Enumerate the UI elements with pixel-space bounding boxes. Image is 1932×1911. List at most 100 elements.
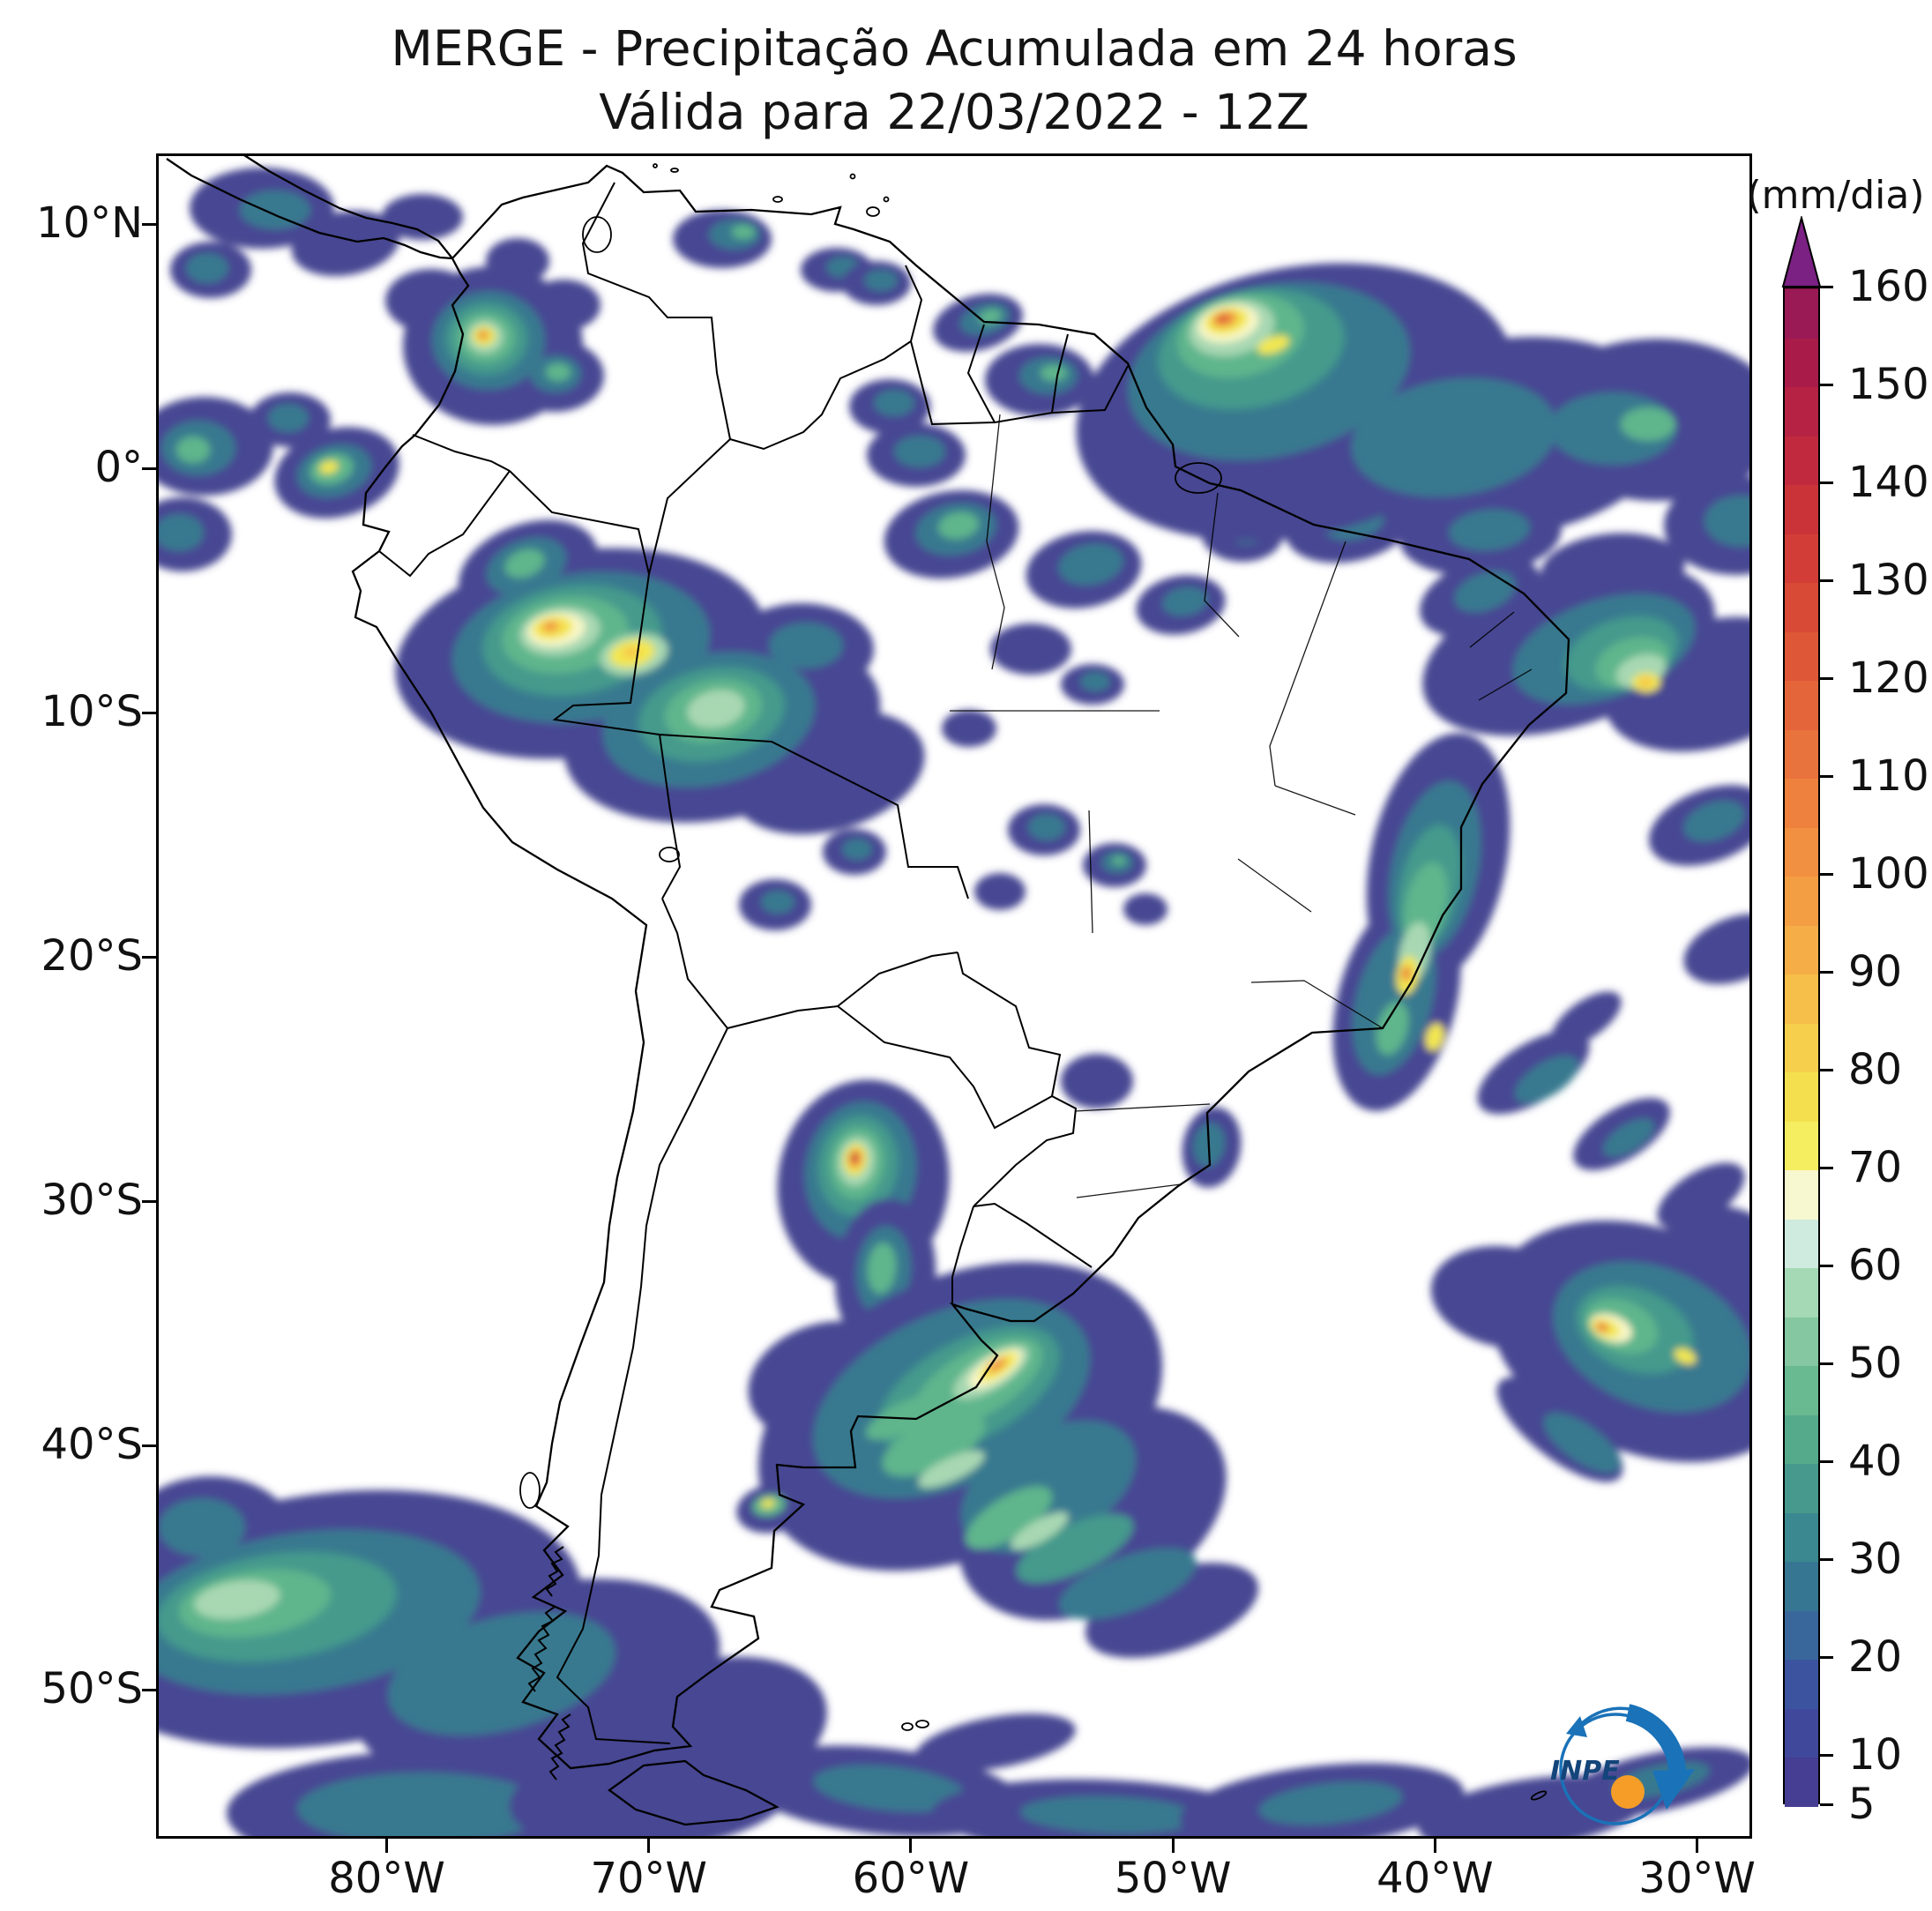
precip-blob — [874, 390, 914, 416]
colorbar-segment — [1785, 631, 1818, 682]
colorbar-tick-label: 20 — [1848, 1632, 1903, 1683]
colorbar-segment — [1785, 1659, 1818, 1709]
colorbar-segment — [1785, 337, 1818, 388]
precip-blob — [1454, 571, 1516, 613]
colorbar-segment — [1785, 778, 1818, 828]
colorbar-tick-mark — [1820, 383, 1833, 386]
precip-blob — [268, 404, 309, 432]
precip-blob — [1551, 991, 1622, 1048]
precip-blob — [1683, 800, 1745, 842]
inpe-logo-text: INPE — [1550, 1756, 1620, 1787]
precip-blob — [894, 436, 945, 467]
colorbar-tick-label: 150 — [1848, 360, 1929, 410]
precip-blob — [526, 280, 600, 331]
lon-tick-label: 30°W — [1638, 1854, 1756, 1903]
lat-tick-mark — [142, 222, 156, 226]
precipitation-layer — [156, 168, 1752, 1839]
lake-titicaca — [659, 847, 680, 862]
precip-blob — [866, 1392, 949, 1440]
precip-blob — [546, 363, 571, 381]
lon-tick-mark — [385, 1839, 389, 1853]
precip-blob — [387, 1612, 616, 1736]
colorbar-tick-mark — [1820, 676, 1833, 680]
colorbar-segment — [1785, 1218, 1818, 1269]
lat-tick-mark — [142, 467, 156, 470]
colorbar-tick-mark — [1820, 970, 1833, 974]
precip-blob — [1602, 1118, 1655, 1157]
tierra-del-fuego-coastline — [608, 1759, 780, 1826]
precip-blob — [1058, 543, 1123, 586]
lat-tick-mark — [142, 955, 156, 959]
lon-tick-mark — [647, 1839, 651, 1853]
colorbar-tick-mark — [1820, 1753, 1833, 1757]
coastlines-layer — [166, 154, 1570, 1826]
precip-blob — [1351, 377, 1557, 497]
central-america-coastline — [166, 154, 453, 260]
precip-blob — [938, 511, 979, 540]
colorbar-tick-label: 40 — [1848, 1437, 1903, 1487]
precip-blob — [504, 549, 545, 579]
colorbar-tick-mark — [1820, 1655, 1833, 1659]
colorbar-tick-label: 90 — [1848, 947, 1903, 997]
map-canvas: INPE — [156, 153, 1752, 1839]
precip-blob — [1401, 966, 1412, 982]
precip-blob — [186, 253, 228, 283]
colorbar-segment — [1785, 1707, 1818, 1758]
page-title: MERGE - Precipitação Acumulada em 24 hor… — [391, 20, 1518, 77]
lat-tick-label: 10°S — [41, 687, 143, 737]
precip-blob — [1683, 914, 1752, 984]
lat-tick-label: 10°N — [36, 198, 143, 249]
colorbar-segment — [1785, 1169, 1818, 1220]
precip-blob — [319, 460, 339, 474]
colorbar-tick-label: 140 — [1848, 458, 1929, 508]
precip-blob — [761, 891, 794, 914]
precip-blob — [291, 210, 400, 277]
precip-blob — [979, 309, 1002, 325]
colorbar-tick-label: 30 — [1848, 1534, 1903, 1585]
colorbar-segment — [1785, 1512, 1818, 1563]
colorbar-tick-mark — [1820, 1068, 1833, 1071]
colorbar-tick-label: 70 — [1848, 1143, 1903, 1193]
lon-tick-mark — [1171, 1839, 1175, 1853]
precip-blob — [297, 1773, 548, 1839]
lat-tick-label: 40°S — [41, 1419, 143, 1469]
precip-blob — [1543, 1413, 1621, 1473]
lon-tick-label: 60°W — [852, 1854, 970, 1903]
colorbar-tick-label: 50 — [1848, 1339, 1903, 1389]
colorbar-tick-mark — [1820, 1459, 1833, 1463]
precip-blob — [1016, 1513, 1134, 1584]
precip-blob — [987, 1357, 1008, 1373]
lon-tick-label: 80°W — [328, 1854, 445, 1903]
colorbar-tick-mark — [1820, 285, 1833, 288]
colorbar-tick-label: 160 — [1848, 262, 1929, 311]
precip-blob — [1665, 1205, 1752, 1293]
precip-blob — [813, 1765, 966, 1812]
lon-tick-mark — [1696, 1839, 1699, 1853]
precip-blob — [1258, 1781, 1403, 1825]
precip-blob — [850, 1153, 859, 1163]
page-subtitle: Válida para 22/03/2022 - 12Z — [599, 84, 1309, 140]
colorbar-segment — [1785, 288, 1818, 339]
colorbar-tick-label: 5 — [1848, 1780, 1876, 1829]
colorbar-segment — [1785, 974, 1818, 1024]
colorbar-tick-label: 110 — [1848, 751, 1929, 802]
precip-blob — [1020, 1795, 1200, 1834]
colorbar-segment — [1785, 1071, 1818, 1122]
state-borders — [950, 414, 1533, 1198]
colorbar-segment — [1785, 1757, 1818, 1807]
colorbar-segment — [1785, 582, 1818, 632]
colorbar-tick-mark — [1820, 774, 1833, 778]
lat-tick-mark — [142, 1688, 156, 1691]
precip-blob — [732, 225, 755, 239]
precip-blob — [623, 646, 640, 659]
precip-blob — [486, 238, 549, 284]
precip-blob — [1674, 1347, 1697, 1365]
colorbar-segment — [1785, 680, 1818, 730]
precip-blob — [864, 270, 898, 291]
lon-tick-label: 40°W — [1376, 1854, 1494, 1903]
colorbar-tick-label: 130 — [1848, 556, 1929, 606]
precip-blob — [1704, 496, 1752, 547]
colorbar-segment — [1785, 1022, 1818, 1073]
lat-tick-label: 30°S — [41, 1176, 143, 1226]
